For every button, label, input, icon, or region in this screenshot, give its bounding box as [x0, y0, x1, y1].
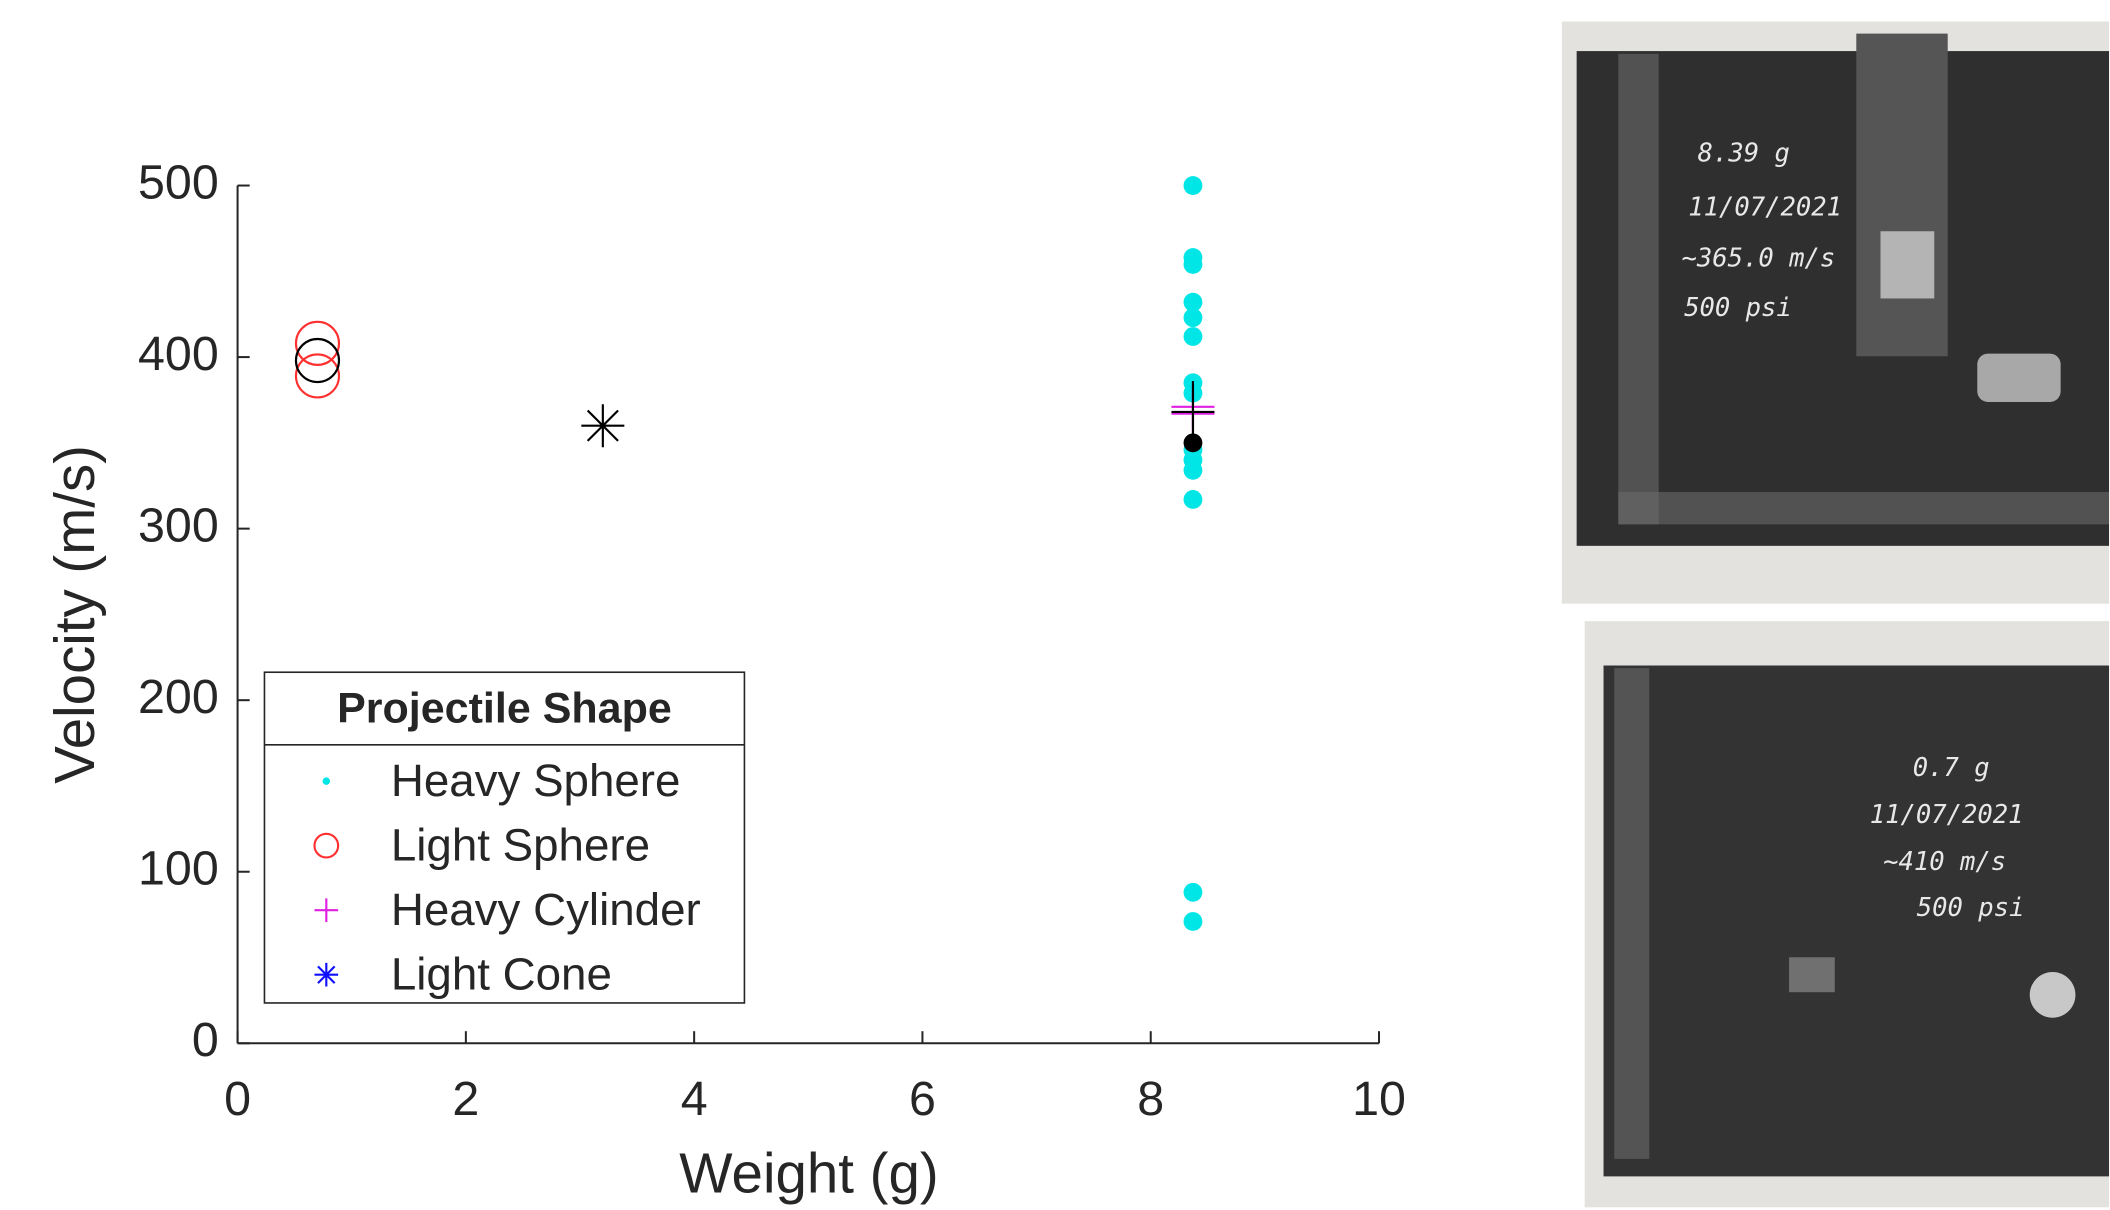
point	[1183, 255, 1203, 274]
photo-panel	[1603, 665, 2110, 1177]
point	[294, 353, 341, 399]
y-tick-label: 0	[192, 1013, 219, 1067]
photo-tape	[1618, 53, 1659, 525]
legend-marker	[314, 962, 339, 987]
legend-marker	[322, 777, 331, 785]
photo-sphere	[2029, 972, 2076, 1018]
photo-note: 11/07/2021	[1688, 192, 1842, 222]
point	[581, 404, 625, 448]
legend-marker	[314, 898, 339, 923]
point	[1183, 882, 1203, 902]
photo-note: ~410 m/s	[1883, 847, 2006, 877]
point	[1183, 490, 1203, 509]
point	[1183, 292, 1203, 312]
photo-note: 11/07/2021	[1870, 800, 2024, 830]
photo-damage	[1880, 231, 1935, 299]
point	[294, 337, 341, 384]
x-tick-label: 4	[681, 1072, 708, 1126]
legend-title: Projectile Shape	[337, 685, 672, 733]
photo: 0.7 g 11/07/2021 ~410 m/s 500 psi	[1584, 621, 2110, 1208]
legend-box	[263, 671, 746, 1004]
x-tick-label: 6	[909, 1072, 936, 1126]
y-axis-title: Velocity (m/s)	[43, 445, 106, 784]
y-tick-label: 400	[138, 327, 219, 381]
point	[1183, 433, 1203, 453]
y-tick-label: 300	[138, 498, 219, 552]
photo-note: 500 psi	[1917, 893, 2025, 923]
x-tick-label: 8	[1137, 1072, 1164, 1126]
photo: 8.39 g 11/07/2021 ~365.0 m/s 500 psi	[1561, 21, 2110, 604]
photo-panel	[1576, 51, 2110, 546]
y-tick-label: 100	[138, 842, 219, 896]
photo-note: 8.39 g	[1698, 139, 1790, 169]
legend-label: Light Cone	[391, 948, 612, 999]
legend-label: Light Sphere	[391, 819, 650, 870]
photo-note: ~365.0 m/s	[1682, 243, 1836, 273]
legend-label: Heavy Cylinder	[391, 884, 701, 935]
photo-cylinder	[1977, 353, 2061, 402]
photo-note: 500 psi	[1684, 293, 1792, 323]
legend-label: Heavy Sphere	[391, 755, 681, 806]
x-tick-label: 10	[1352, 1072, 1406, 1126]
photo-tape	[1618, 492, 2110, 525]
point	[1183, 176, 1203, 195]
point	[1183, 912, 1203, 931]
point	[1183, 460, 1203, 480]
legend-marker	[313, 832, 340, 859]
photo-damage	[1789, 957, 1835, 993]
point	[294, 320, 341, 366]
x-tick-label: 0	[224, 1072, 251, 1126]
legend: Projectile Shape Heavy Sphere Light Sphere…	[263, 671, 746, 1004]
y-tick-label: 200	[138, 670, 219, 724]
x-axis-title: Weight (g)	[679, 1142, 938, 1205]
x-tick-label: 2	[452, 1072, 479, 1126]
photo-tape	[1614, 668, 1650, 1159]
point	[1183, 308, 1203, 328]
photo-note: 0.7 g	[1913, 753, 1990, 783]
photo-damage	[1856, 33, 1948, 357]
point	[1183, 327, 1203, 346]
y-tick-label: 500	[138, 155, 219, 209]
